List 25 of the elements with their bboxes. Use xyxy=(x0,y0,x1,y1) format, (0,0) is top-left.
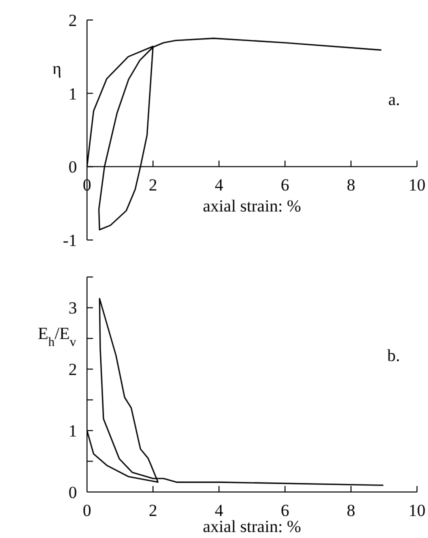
x-tick-label: 4 xyxy=(214,176,224,195)
x-tick-label: 8 xyxy=(346,501,356,520)
x-tick-label: 6 xyxy=(280,501,290,520)
x-tick-label: 10 xyxy=(408,501,426,520)
y-tick-label: 2 xyxy=(68,360,77,380)
x-tick-label: 8 xyxy=(346,176,356,195)
x-tick-label: 2 xyxy=(148,501,158,520)
y-tick-label: 3 xyxy=(68,298,77,318)
x-tick-label: 4 xyxy=(214,501,224,520)
x-tick-label: 10 xyxy=(408,176,426,195)
y-tick-label: 0 xyxy=(68,483,77,502)
y-axis-title: E$_{h}$/E$_{v}$ xyxy=(38,324,77,349)
x-tick-label: 6 xyxy=(280,176,290,195)
y-tick-label: -1 xyxy=(62,231,77,250)
x-axis-title: axial strain: % xyxy=(202,517,302,536)
x-tick-label: 0 xyxy=(82,501,92,520)
y-tick-label: 1 xyxy=(68,422,77,441)
y-axis-title: η xyxy=(52,59,62,78)
annotation: a. xyxy=(388,90,400,110)
annotation: b. xyxy=(387,346,400,366)
x-tick-label: 2 xyxy=(148,176,158,195)
y-tick-label: 1 xyxy=(68,84,77,104)
y-tick-label: 2 xyxy=(68,11,77,30)
y-tick-label: 0 xyxy=(68,158,77,177)
x-axis-title: axial strain: % xyxy=(202,196,302,216)
